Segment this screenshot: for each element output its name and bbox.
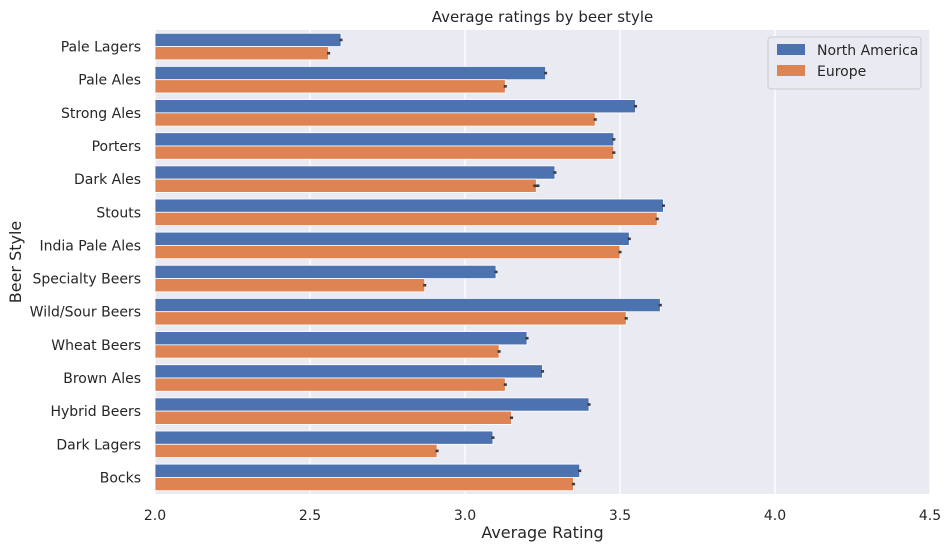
bar: [154, 32, 342, 47]
bar: [154, 311, 627, 326]
y-tick-label: Dark Ales: [74, 172, 141, 188]
y-tick-label: Strong Ales: [61, 106, 141, 122]
y-tick-label: Porters: [92, 139, 141, 155]
bar: [154, 331, 528, 346]
y-tick-label: Hybrid Beers: [50, 404, 141, 420]
bar: [154, 231, 630, 246]
x-tick-label: 3.0: [454, 508, 476, 524]
y-tick-label: India Pale Ales: [39, 238, 141, 254]
legend: North America Europe: [767, 36, 922, 90]
bar: [154, 397, 590, 412]
y-tick-label: Stouts: [96, 205, 141, 221]
bar: [154, 410, 512, 425]
bar: [154, 377, 506, 392]
bar: [154, 79, 506, 94]
chart-title: Average ratings by beer style: [432, 8, 653, 26]
y-axis-label: Beer Style: [6, 221, 25, 304]
legend-label: Europe: [817, 64, 866, 80]
y-tick-label: Specialty Beers: [32, 272, 141, 288]
error-bars: [327, 38, 665, 486]
x-axis-ticks: 2.0 2.5 3.0 3.5 4.0 4.5: [144, 508, 941, 524]
y-axis-ticks: Pale Lagers Pale Ales Strong Ales Porters Da…: [30, 40, 141, 487]
x-tick-label: 3.5: [609, 508, 631, 524]
bar: [154, 430, 494, 445]
bar: [154, 165, 556, 180]
bar: [154, 245, 621, 260]
bar: [154, 477, 574, 492]
bar: [154, 443, 438, 458]
y-tick-label: Wild/Sour Beers: [30, 305, 141, 321]
legend-swatch: [777, 44, 805, 55]
bars: [154, 32, 664, 492]
bar: [154, 298, 661, 313]
bar: [154, 46, 330, 61]
y-tick-label: Pale Lagers: [61, 40, 141, 56]
x-tick-label: 2.5: [299, 508, 321, 524]
y-tick-label: Bocks: [100, 470, 141, 486]
bar: [154, 344, 500, 359]
bar: [154, 278, 426, 293]
bar: [154, 66, 547, 81]
x-tick-label: 2.0: [144, 508, 166, 524]
bar: [154, 364, 543, 379]
x-axis-label: Average Rating: [481, 523, 603, 542]
bar: [154, 211, 658, 226]
bar: [154, 132, 615, 147]
legend-label: North America: [817, 43, 918, 59]
y-tick-label: Dark Lagers: [56, 437, 141, 453]
bar: [154, 112, 596, 127]
y-tick-label: Wheat Beers: [51, 338, 141, 354]
bar: [154, 99, 636, 114]
legend-box: [767, 36, 922, 90]
bar: [154, 463, 581, 478]
x-tick-label: 4.5: [919, 508, 941, 524]
bar: [154, 264, 497, 279]
bar: [154, 178, 537, 193]
y-tick-label: Brown Ales: [63, 371, 141, 387]
y-tick-label: Pale Ales: [78, 73, 141, 89]
legend-swatch: [777, 65, 805, 76]
bar: [154, 198, 664, 213]
x-tick-label: 4.0: [764, 508, 786, 524]
bar: [154, 145, 615, 160]
